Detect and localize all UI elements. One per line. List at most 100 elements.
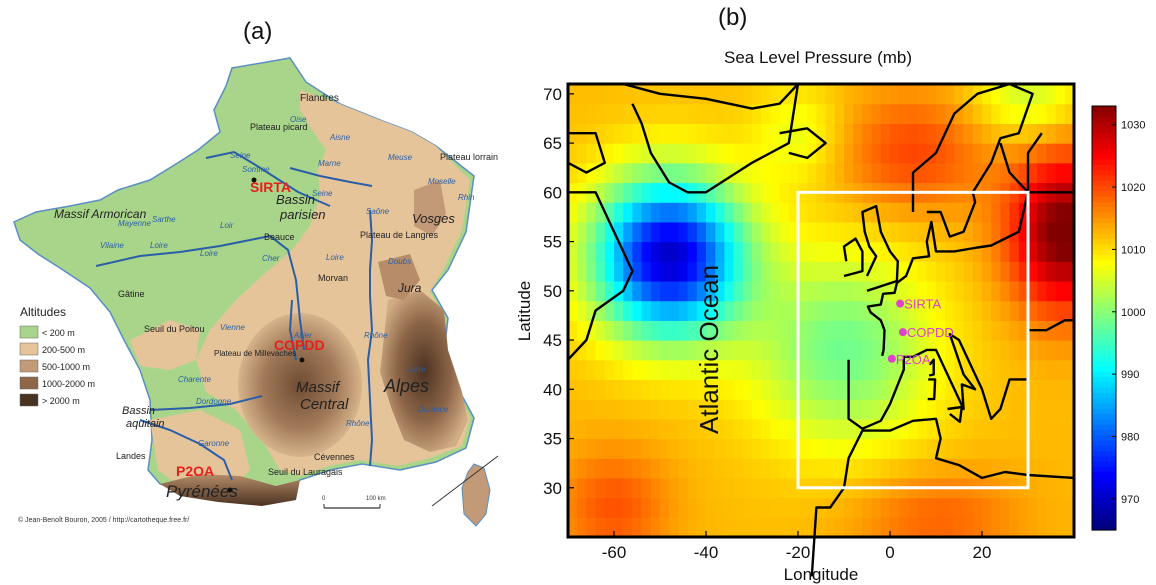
france-relief-map: Altitudes < 200 m 200-500 m 500-1000 m 1000… [13,57,499,527]
scale-label-0: 0 [322,496,326,502]
map-credit: © Jean-Benoît Bouron, 2005 / http://cart… [18,516,189,524]
station-dot [896,299,905,308]
coastlines: SIRTA COPDD P2OA Atlantic Ocean [567,82,1076,577]
site-label: SIRTA [250,179,291,195]
y-axis-label: Latitude [515,281,534,342]
river-label: Vienne [220,323,245,332]
river-seine [205,150,331,207]
alps-relief [380,290,468,452]
region-label: Plateau picard [250,122,308,132]
y-tick-label: 70 [543,85,562,104]
river-label: Rhône [364,331,388,340]
jura-relief [378,254,420,300]
y-tick-label: 55 [543,233,562,252]
altitude-legend: < 200 m 200-500 m 500-1000 m 1000-2000 m > 2… [19,325,95,407]
river-label: Sarthe [152,215,176,224]
colorbar-frame [1091,105,1117,531]
plot-frame [566,82,1076,539]
river-allier [288,299,297,361]
river-label: Marne [318,159,341,168]
region-label: Pyrénées [166,482,238,501]
coastline [947,405,963,423]
legend-label: 200-500 m [42,345,85,355]
region-label: Vosges [412,211,455,226]
region-label: Massif Armorican [54,207,147,221]
ocean-label: Atlantic Ocean [694,265,724,434]
river-label: Mayenne [118,219,151,228]
region-label: Landes [116,451,146,461]
legend-swatch [19,342,39,356]
river-label: Charente [178,375,211,384]
legend-swatch [19,393,39,407]
colorbar-tick-label: 1020 [1121,182,1145,194]
river-label: Meuse [388,153,413,162]
river-label: Seine [230,151,251,160]
site-dot [251,177,257,183]
chart-title: Sea Level Pressure (mb) [724,48,912,67]
region-label: Plateau lorrain [440,152,498,162]
vosges-relief [414,180,446,236]
river-label: Saône [366,207,390,216]
river-dordogne [149,395,263,411]
legend-swatch [19,359,39,373]
river-label: Isère [408,365,426,374]
coastline [622,82,800,194]
coastline [927,378,937,401]
river-label: Oise [290,115,307,124]
massif-central-relief [238,313,362,457]
region-label: Bassin [122,405,155,417]
river-label: Moselle [428,177,456,186]
x-tick-label: -60 [602,543,627,562]
panel-a-label: (a) [243,18,273,45]
coastline [928,358,935,377]
river-saone [369,209,374,296]
region-label: Seuil du Poitou [144,324,205,334]
river-label: Doubs [388,257,411,266]
site-markers: SIRTA COPDD P2OA [176,177,325,493]
river-label: Loire [326,253,344,262]
y-tick-label: 50 [543,282,562,301]
coastline [567,132,606,174]
coastline [847,191,1076,430]
river-label: Garonne [198,439,230,448]
site-label: P2OA [176,463,214,479]
legend-label: 1000-2000 m [42,379,95,389]
river-label: Dordogne [196,397,232,406]
river-label: Somme [242,165,270,174]
river-rhone [366,295,374,467]
station-label: SIRTA [904,297,941,312]
region-label: Plateau de Millevaches [214,349,296,358]
colorbar-tick-label: 990 [1121,369,1139,381]
legend-swatch [19,376,39,390]
region-label: Plateau de Langres [360,230,439,240]
coastline [911,82,1034,238]
river-label: Loir [220,221,234,230]
corsica [461,463,491,527]
river-label: Aisne [329,133,351,142]
coastline [861,204,899,292]
colorbar-tick-label: 1000 [1121,307,1145,319]
y-tick-label: 65 [543,134,562,153]
region-label: Cévennes [314,452,355,462]
coastline [842,237,864,278]
pressure-field [568,84,1075,538]
river-loire [95,234,305,351]
rivers [95,150,374,481]
region-label-line2: aquitain [126,418,165,430]
colorbar: 970 980 990 1000 1010 1020 1030 [1091,105,1145,531]
corsica-inset-line [431,455,499,507]
river-garonne [139,419,233,481]
legend-label: > 2000 m [42,396,80,406]
scale-bar: 0 100 km [322,496,386,509]
site-label: COPDD [274,337,325,353]
river-label: Vilaine [100,241,124,250]
region-label: Alpes [383,376,429,396]
legend-label: 500-1000 m [42,362,90,372]
x-tick-label: 0 [885,543,894,562]
colorbar-tick-label: 980 [1121,431,1139,443]
site-dot [227,487,233,493]
station-dot [887,354,896,363]
region-label: Seuil du Lauragais [268,467,343,477]
domain-box [796,190,1030,490]
x-tick-label: 20 [973,543,992,562]
